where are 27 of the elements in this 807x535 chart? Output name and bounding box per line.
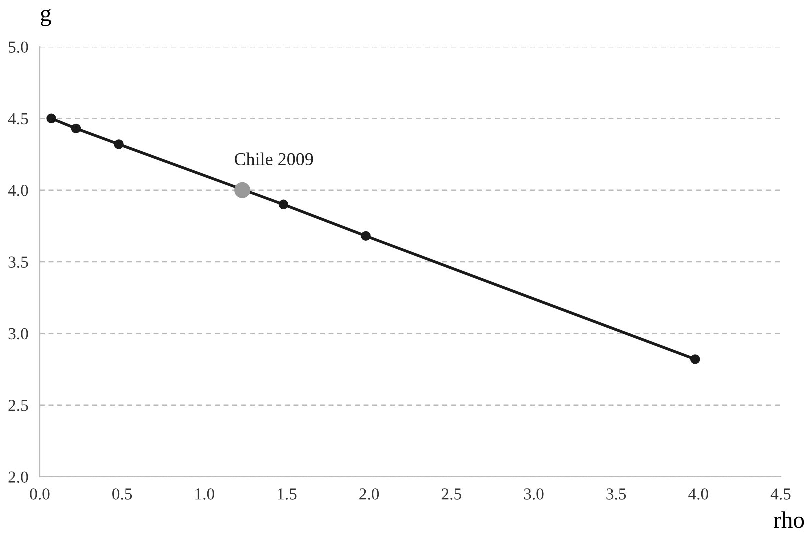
y-tick-label: 2.0 [8, 472, 28, 484]
annotation: Chile 2009 [234, 152, 314, 166]
point [71, 124, 82, 134]
x-tick-label: 1.5 [278, 488, 297, 500]
y-tick-label: 5.0 [9, 42, 28, 54]
point [234, 182, 251, 198]
point [361, 231, 371, 242]
y-tick-label: 2.5 [8, 400, 28, 412]
point [278, 200, 289, 210]
x-axis-title: rho [774, 512, 804, 528]
x-tick-label: 1.0 [196, 488, 214, 500]
x-tick-label: 2.5 [442, 488, 462, 500]
y-tick-label: 3.0 [8, 328, 28, 340]
point [46, 114, 56, 124]
x-tick-label: 3.0 [524, 488, 544, 500]
y-tick-label: 4.0 [8, 185, 28, 196]
x-tick-label: 3.5 [606, 488, 626, 500]
point [690, 354, 700, 364]
y-tick-label: 3.5 [8, 256, 28, 268]
x-tick-label: 0.0 [30, 488, 50, 500]
x-tick-label: 0.5 [112, 488, 132, 500]
x-tick-label: 2.0 [360, 488, 380, 500]
x-tick-label: 4.0 [688, 488, 708, 500]
x-tick-label: 4.5 [770, 488, 791, 500]
y-tick-label: 4.5 [8, 113, 28, 125]
point [114, 140, 124, 150]
y-axis-title: g [41, 9, 52, 26]
